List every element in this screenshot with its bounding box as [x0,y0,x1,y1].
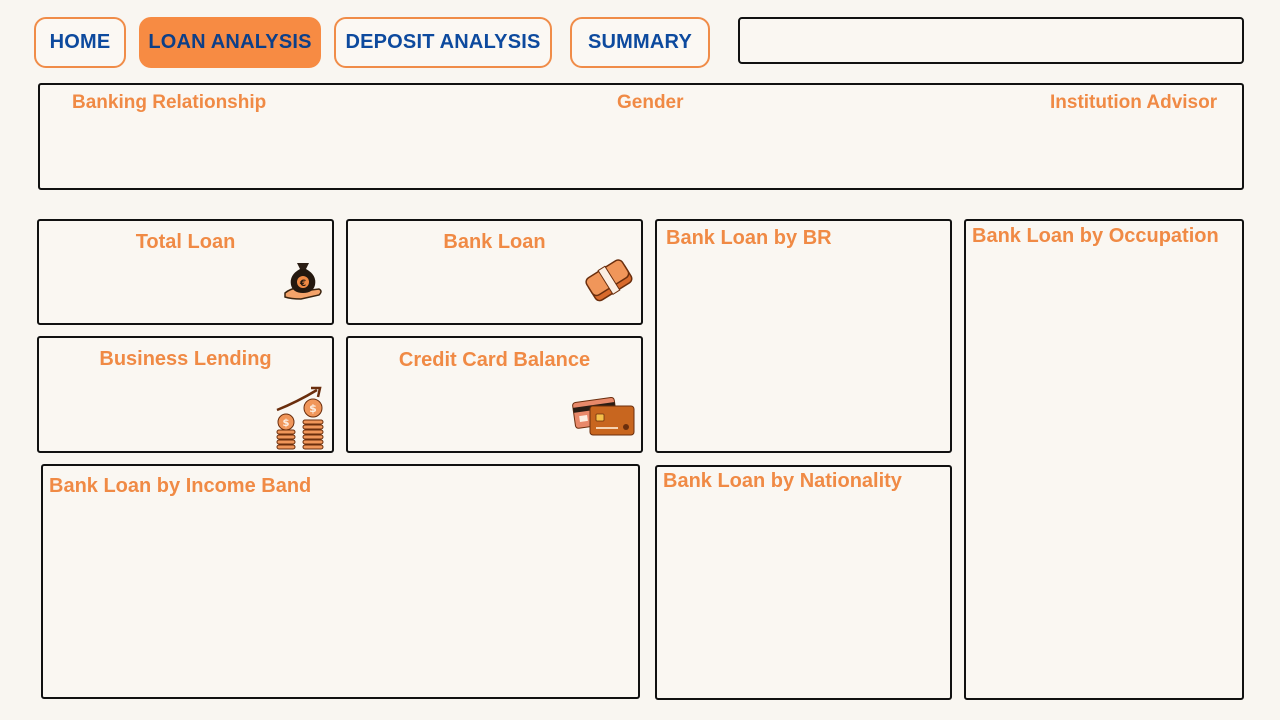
header-search-box[interactable] [738,17,1244,64]
kpi-total-loan-title: Total Loan [135,231,236,253]
nav-home-label: HOME [49,31,111,53]
kpi-bank-loan-title: Bank Loan [443,231,546,253]
chart-bank-loan-by-income-band-title: Bank Loan by Income Band [49,475,312,497]
nav-summary-label: SUMMARY [588,31,692,53]
svg-text:$: $ [309,402,317,415]
nav-summary-button[interactable]: SUMMARY [570,17,710,68]
chart-bank-loan-by-occupation-title: Bank Loan by Occupation [972,225,1219,247]
nav-home-button[interactable]: HOME [34,17,126,68]
kpi-business-lending-title: Business Lending [99,348,272,370]
chart-bank-loan-by-br-title: Bank Loan by BR [666,227,832,249]
money-bag-icon: € [284,263,322,300]
chart-bank-loan-by-nationality: Bank Loan by Nationality [655,465,952,700]
slicer-gender[interactable]: Gender [617,92,684,113]
svg-text:€: € [299,279,306,289]
slicer-panel [38,83,1244,190]
chart-bank-loan-by-income-band: Bank Loan by Income Band [41,464,640,699]
nav-deposit-analysis-button[interactable]: DEPOSIT ANALYSIS [334,17,552,68]
kpi-business-lending-card: Business Lending $ $ [37,336,334,453]
kpi-bank-loan-card: Bank Loan [346,219,643,325]
kpi-total-loan-card: Total Loan € [37,219,334,325]
kpi-credit-card-balance-card: Credit Card Balance [346,336,643,453]
chart-bank-loan-by-br: Bank Loan by BR [655,219,952,453]
nav-loan-analysis-label: LOAN ANALYSIS [148,31,312,53]
kpi-credit-card-balance-title: Credit Card Balance [398,349,591,371]
header-search-input[interactable] [740,19,1242,62]
credit-cards-icon [572,396,635,436]
slicer-institution-advisor[interactable]: Institution Advisor [1050,92,1218,113]
chart-bank-loan-by-occupation: Bank Loan by Occupation [964,219,1244,700]
nav-loan-analysis-button[interactable]: LOAN ANALYSIS [139,17,321,68]
chart-bank-loan-by-nationality-title: Bank Loan by Nationality [663,470,902,492]
cash-stack-icon [585,259,633,302]
growth-coins-icon: $ $ [276,386,324,450]
svg-text:$: $ [283,418,290,429]
slicer-banking-relationship[interactable]: Banking Relationship [72,92,267,113]
nav-deposit-analysis-label: DEPOSIT ANALYSIS [345,31,541,53]
